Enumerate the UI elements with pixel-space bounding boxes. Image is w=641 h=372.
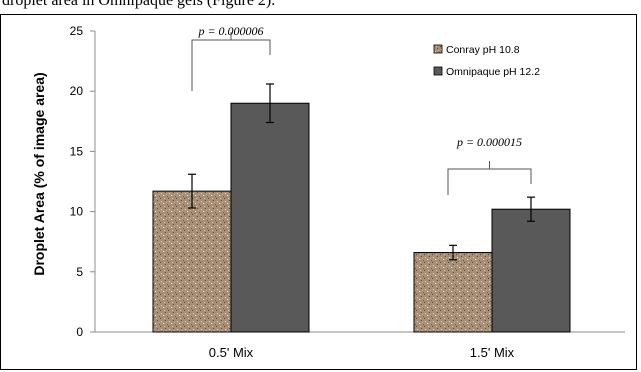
caption-fragment: droplet area in Omnipaque gels (Figure 2… — [2, 0, 276, 9]
y-tick-label: 20 — [70, 84, 84, 98]
significance-bracket — [447, 168, 532, 195]
x-tick-label: 1.5' Mix — [470, 345, 515, 360]
bars — [152, 102, 571, 333]
bar-conray-2 — [413, 252, 493, 333]
legend: Conray pH 10.8 Omnipaque pH 12.2 — [433, 44, 540, 78]
y-tick-label: 25 — [70, 24, 84, 38]
bar-omnipaque-1 — [230, 102, 310, 333]
legend-label-omnipaque: Omnipaque pH 12.2 — [446, 66, 540, 78]
significance-bracket — [191, 39, 271, 91]
y-tick-label: 10 — [70, 205, 84, 219]
x-tick-label: 0.5' Mix — [209, 345, 254, 360]
y-tick-label: 5 — [76, 265, 83, 279]
y-tick-label: 0 — [76, 325, 83, 339]
bar-omnipaque-2 — [491, 208, 571, 333]
error-bars — [188, 83, 535, 261]
significance-annotations: p = 0.000006 p = 0.000015 — [191, 24, 532, 195]
x-axis: 0.5' Mix 1.5' Mix — [95, 331, 625, 360]
y-axis: 0 5 10 15 20 25 — [70, 24, 96, 339]
legend-label-conray: Conray pH 10.8 — [446, 44, 520, 56]
p-value-label: p = 0.000015 — [456, 135, 522, 149]
p-value-label: p = 0.000006 — [197, 24, 263, 38]
y-axis-label: Droplet Area (% of image area) — [31, 72, 47, 275]
legend-swatch-conray — [433, 44, 443, 54]
y-tick-label: 15 — [70, 144, 84, 158]
bar-conray-1 — [152, 190, 232, 333]
legend-swatch-omnipaque — [433, 66, 443, 76]
